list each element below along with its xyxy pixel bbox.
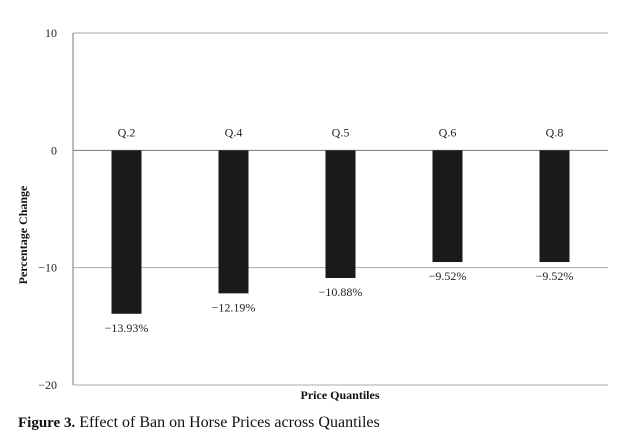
- data-label: −9.52%: [536, 269, 574, 283]
- figure-caption: Figure 3. Effect of Ban on Horse Prices …: [18, 414, 380, 432]
- bar: [325, 150, 356, 278]
- category-label: Q.4: [225, 125, 243, 139]
- bar: [539, 150, 570, 263]
- bar: [432, 150, 463, 263]
- data-label: −12.19%: [212, 300, 256, 314]
- x-axis-title: Price Quantiles: [301, 388, 380, 402]
- category-label: Q.8: [546, 125, 564, 139]
- y-tick-label: 10: [45, 26, 57, 40]
- category-label: Q.2: [118, 125, 136, 139]
- caption-prefix: Figure 3.: [18, 415, 76, 431]
- y-tick-label: −10: [38, 261, 57, 275]
- labels: 10 0 −10 −20 Q.2 −13.93% Q.4 −12.19% Q.5 −10.88% Q…: [38, 26, 573, 392]
- category-label: Q.5: [332, 125, 350, 139]
- bar: [218, 150, 249, 294]
- category-label: Q.6: [439, 125, 457, 139]
- bars: [111, 150, 570, 314]
- y-axis-title: Percentage Change: [16, 185, 30, 284]
- data-label: −10.88%: [319, 285, 363, 299]
- caption-text: Effect of Ban on Horse Prices across Qua…: [79, 414, 380, 431]
- y-tick-label: −20: [38, 378, 57, 392]
- y-tick-label: 0: [51, 143, 57, 157]
- data-label: −9.52%: [429, 269, 467, 283]
- data-label: −13.93%: [105, 321, 149, 335]
- bar: [111, 150, 142, 314]
